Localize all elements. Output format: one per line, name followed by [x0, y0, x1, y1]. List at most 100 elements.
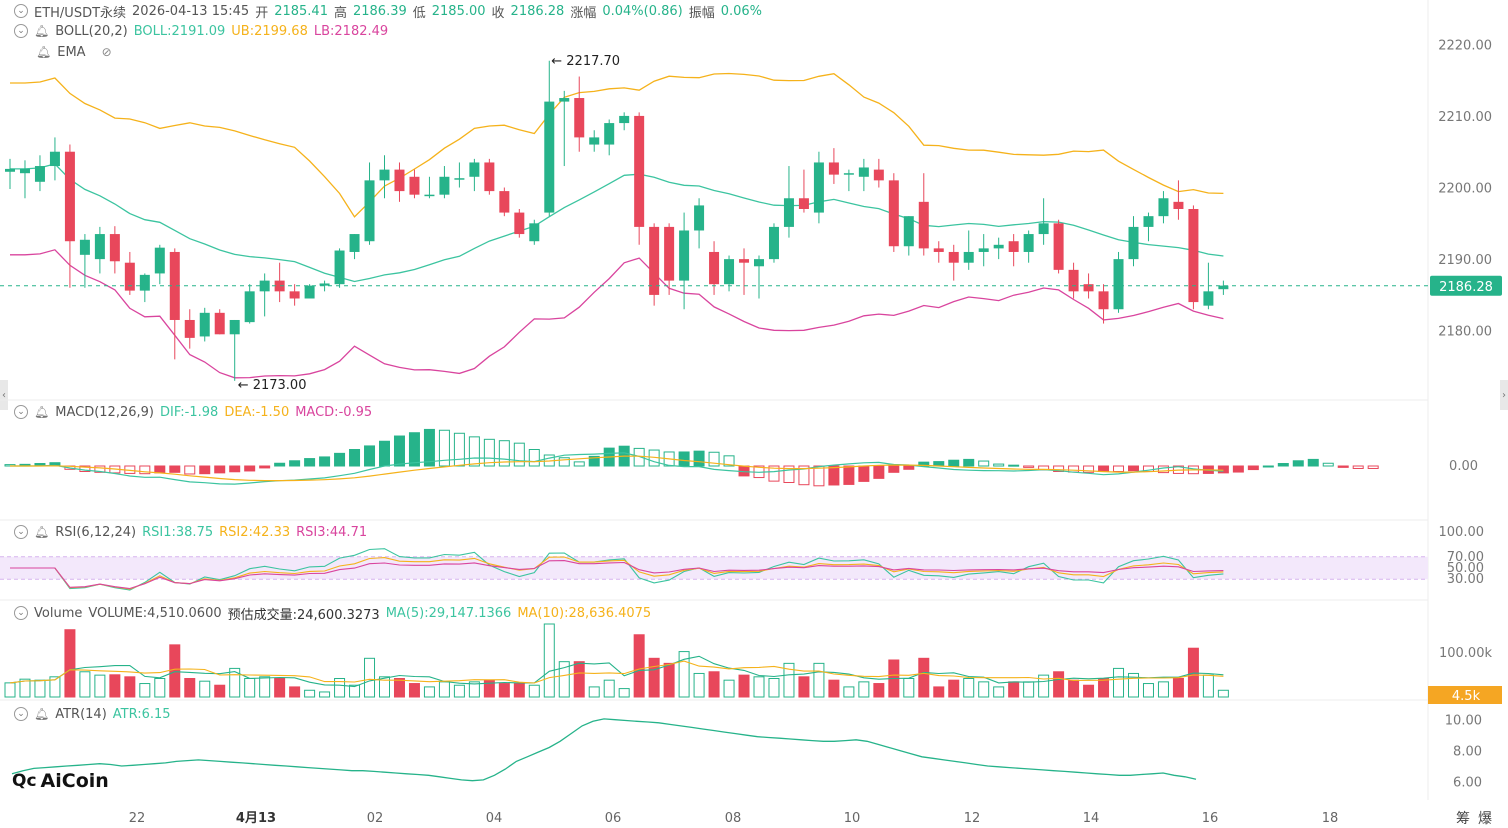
candle-down [169, 251, 180, 320]
candle-up [304, 285, 315, 299]
hidden-eye-icon[interactable]: ⊘ [101, 45, 112, 59]
macd-histogram-bar [453, 432, 465, 467]
macd-histogram-bar [993, 463, 1005, 467]
price-tick-label: 2200.00 [1438, 182, 1492, 197]
volume-bar [408, 683, 420, 698]
candle-up [604, 123, 615, 145]
change-value: 0.04%(0.86) [602, 3, 683, 19]
dif-value: DIF:-1.98 [159, 404, 219, 420]
candle-down [499, 191, 510, 213]
collapse-chevron-icon[interactable]: ⌄ [14, 24, 28, 38]
volume-bar [438, 681, 450, 698]
macd-histogram-bar [1247, 465, 1259, 471]
candle-down [828, 162, 839, 175]
x-tick-label: 06 [605, 811, 622, 826]
volume-bar [274, 677, 286, 698]
collapse-chevron-icon[interactable]: ⌄ [14, 4, 28, 18]
volume-bar [423, 686, 435, 698]
candle-up [424, 194, 435, 197]
collapse-chevron-icon[interactable]: ⌄ [14, 525, 28, 539]
volume-bar [588, 686, 600, 698]
candle-down [124, 262, 135, 291]
brand-logo: Qc AiCoin [12, 770, 109, 792]
volume-label: Volume [34, 605, 83, 621]
volume-bar [289, 686, 301, 698]
candle-up [1158, 198, 1169, 217]
atr-label: ATR(14) [55, 706, 107, 722]
macd-histogram-bar [1337, 465, 1349, 468]
bell-icon[interactable]: 🔔︎ [34, 525, 50, 539]
volume-bar [843, 686, 855, 698]
left-panel-toggle[interactable]: ‹ [0, 380, 8, 410]
volume-ma5-line [9, 655, 1224, 688]
candle-up [34, 166, 45, 182]
high-label: 高 [333, 5, 347, 21]
volume-bar [34, 679, 46, 698]
volume-bar [918, 657, 930, 698]
volume-bar [1172, 677, 1184, 698]
bell-icon[interactable]: 🔔︎ [34, 24, 50, 38]
volume-bar [1038, 674, 1050, 698]
macd-histogram-bar [783, 465, 795, 483]
macd-histogram-bar [184, 465, 196, 475]
volume-bar [139, 683, 151, 698]
volume-bar [933, 686, 945, 698]
bell-icon[interactable]: 🔔︎ [34, 707, 50, 721]
macd-histogram-bar [1352, 465, 1364, 469]
candle-up [978, 248, 989, 252]
x-tick-label: 02 [367, 811, 384, 826]
macd-histogram-bar [1083, 465, 1095, 473]
macd-histogram-bar [79, 465, 91, 472]
volume-bar [109, 674, 121, 698]
candle-down [64, 151, 75, 242]
boll-lb-value: LB:2182.49 [313, 23, 389, 39]
candle-up [754, 259, 764, 267]
volume-bar [693, 672, 705, 698]
volume-bar [1142, 683, 1154, 698]
macd-value: MACD:-0.95 [295, 404, 373, 420]
candle-down [109, 234, 120, 262]
candle-up [529, 223, 540, 242]
volume-bar [723, 679, 735, 698]
bell-icon[interactable]: 🔔︎ [36, 45, 52, 59]
volume-bar [184, 677, 196, 698]
volume-bar [813, 662, 825, 698]
candle-up [79, 239, 90, 255]
candle-up [364, 180, 375, 242]
right-panel-toggle[interactable]: › [1500, 380, 1508, 410]
candle-up [94, 234, 105, 260]
high-value: 2186.39 [352, 3, 407, 19]
chips-tool-button[interactable]: 筹 [1456, 811, 1470, 827]
bell-icon[interactable]: 🔔︎ [34, 405, 50, 419]
x-tick-label: 4月13 [236, 811, 276, 826]
liquidation-tool-button[interactable]: 爆 [1478, 811, 1492, 827]
collapse-chevron-icon[interactable]: ⌄ [14, 707, 28, 721]
macd-histogram-bar [498, 440, 510, 467]
collapse-chevron-icon[interactable]: ⌄ [14, 606, 28, 620]
candle-up [724, 259, 735, 285]
macd-histogram-bar [948, 459, 960, 467]
macd-histogram-bar [858, 465, 870, 482]
volume-bar [543, 623, 555, 698]
change-label: 涨幅 [570, 5, 597, 21]
candle-up [993, 244, 1004, 249]
volume-ma10-line [9, 660, 1224, 684]
volume-bar [364, 657, 376, 698]
rsi2-value: RSI2:42.33 [219, 524, 291, 540]
open-value: 2185.41 [274, 3, 328, 19]
macd-histogram-bar [1098, 465, 1110, 472]
macd-histogram-bar [1128, 465, 1139, 472]
volume-bar [453, 684, 465, 698]
volume-bar [1008, 681, 1020, 698]
price-tick-label: 2210.00 [1438, 110, 1492, 125]
macd-histogram-bar [199, 465, 211, 475]
datetime-label: 2026-04-13 15:45 [132, 3, 250, 19]
candle-up [334, 250, 345, 285]
macd-histogram-bar [1322, 462, 1334, 467]
volume-bar [64, 629, 76, 698]
candle-down [1098, 291, 1109, 310]
low-value: 2185.00 [431, 3, 486, 19]
candle-down [214, 312, 225, 335]
collapse-chevron-icon[interactable]: ⌄ [14, 405, 28, 419]
